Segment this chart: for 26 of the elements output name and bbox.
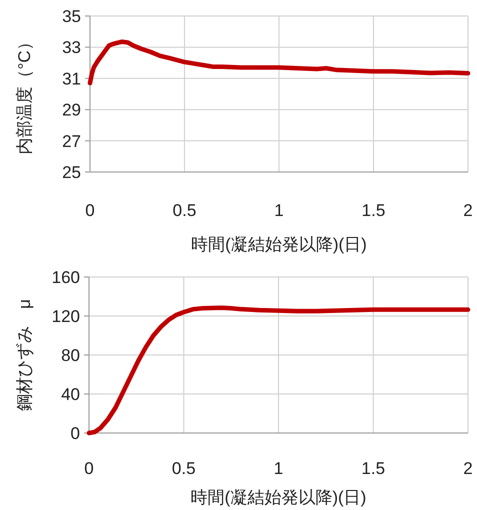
y-tick-label: 25 [62, 163, 81, 182]
y-axis-title: 内部温度（°C） [15, 33, 34, 155]
y-tick-label: 33 [62, 38, 81, 58]
x-tick-label: 0 [85, 201, 95, 220]
y-tick-label: 27 [62, 132, 81, 151]
x-tick-label: 0.5 [172, 201, 196, 220]
x-tick-label: 2 [463, 459, 473, 478]
y-tick-label: 40 [61, 385, 80, 404]
x-tick-label: 1 [274, 459, 284, 478]
x-axis-title: 時間(凝結始発以降)(日) [191, 235, 367, 254]
x-axis-title: 時間(凝結始発以降)(日) [190, 488, 366, 507]
y-tick-label: 29 [62, 100, 81, 120]
y-tick-label: 0 [70, 424, 80, 443]
line-series [88, 39, 470, 86]
x-tick-label: 1 [274, 201, 284, 220]
y-tick-label: 120 [52, 307, 80, 326]
x-tick-label: 0 [84, 459, 94, 478]
y-axis-title: 鋼材ひずみ μ [15, 299, 34, 411]
x-tick-label: 0.5 [172, 459, 196, 478]
x-tick-label: 1.5 [361, 459, 386, 478]
y-tick-label: 35 [62, 7, 81, 26]
y-tick-label: 160 [52, 268, 80, 287]
x-tick-label: 1.5 [362, 201, 386, 220]
y-tick-label: 80 [61, 346, 80, 365]
y-tick-label: 31 [62, 69, 81, 88]
x-tick-label: 2 [463, 201, 473, 220]
